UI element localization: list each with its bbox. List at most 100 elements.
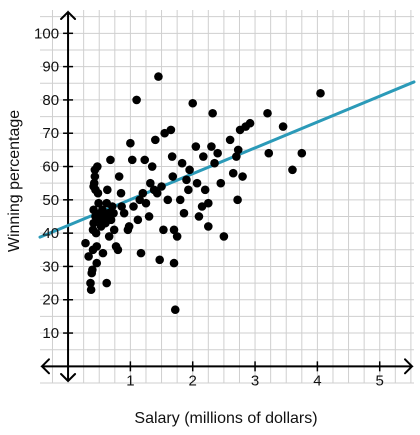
data-point bbox=[127, 155, 137, 165]
data-point bbox=[133, 215, 143, 225]
tick-labels: 1 2 3 4 5 10 20 30 40 50 60 70 80 90 100 bbox=[34, 25, 384, 389]
y-tick-label: 80 bbox=[42, 92, 59, 109]
data-point bbox=[140, 155, 150, 165]
y-tick-label: 90 bbox=[42, 59, 59, 76]
x-tick-label: 3 bbox=[251, 372, 259, 389]
data-point bbox=[233, 145, 243, 155]
data-point bbox=[169, 225, 179, 235]
data-point bbox=[199, 152, 208, 161]
data-point bbox=[154, 72, 163, 81]
y-tick-label: 60 bbox=[42, 159, 59, 176]
x-tick-label: 4 bbox=[313, 372, 321, 389]
y-tick-label: 20 bbox=[42, 292, 59, 309]
data-point bbox=[228, 168, 238, 178]
x-axis-right-arrow bbox=[404, 358, 414, 375]
data-point bbox=[163, 195, 173, 205]
data-point bbox=[316, 88, 325, 98]
data-point bbox=[129, 202, 138, 211]
data-point bbox=[170, 305, 180, 315]
x-tick-label: 2 bbox=[189, 372, 197, 389]
data-point bbox=[191, 142, 201, 151]
data-point bbox=[141, 198, 151, 208]
data-point bbox=[200, 185, 210, 195]
data-point bbox=[108, 202, 117, 211]
data-point bbox=[219, 232, 229, 241]
data-point bbox=[90, 172, 100, 181]
data-point bbox=[117, 202, 126, 211]
data-point bbox=[167, 152, 177, 161]
data-point bbox=[192, 178, 202, 188]
data-point bbox=[208, 108, 217, 118]
data-point bbox=[103, 185, 112, 195]
data-point bbox=[213, 148, 222, 158]
y-tick-label: 70 bbox=[42, 125, 59, 142]
data-point bbox=[232, 152, 241, 161]
data-point bbox=[169, 258, 179, 268]
data-point bbox=[119, 208, 129, 218]
data-point bbox=[126, 138, 135, 148]
data-point bbox=[204, 222, 213, 231]
x-tick-label: 1 bbox=[126, 372, 134, 389]
data-point bbox=[188, 98, 198, 108]
data-points bbox=[81, 72, 325, 315]
data-point bbox=[152, 188, 162, 198]
data-point bbox=[207, 142, 216, 151]
data-point bbox=[106, 215, 116, 225]
data-point bbox=[93, 188, 103, 198]
data-point bbox=[147, 162, 157, 171]
data-point bbox=[184, 185, 193, 195]
data-point bbox=[132, 95, 141, 105]
y-tick-label: 10 bbox=[42, 325, 59, 342]
data-point bbox=[182, 175, 191, 185]
data-point bbox=[204, 198, 213, 208]
data-point bbox=[216, 178, 226, 188]
data-point bbox=[138, 188, 148, 198]
data-point bbox=[88, 265, 97, 275]
data-point bbox=[155, 255, 164, 265]
data-point bbox=[91, 228, 101, 238]
data-point bbox=[86, 278, 95, 288]
y-tick-label: 50 bbox=[42, 192, 59, 209]
data-point bbox=[245, 118, 255, 128]
data-point bbox=[113, 245, 123, 255]
data-point bbox=[288, 165, 297, 175]
data-point bbox=[168, 172, 178, 181]
x-axis-title: Salary (millions of dollars) bbox=[134, 410, 317, 427]
data-point bbox=[86, 285, 96, 295]
axes bbox=[40, 10, 414, 383]
data-point bbox=[159, 225, 168, 235]
data-point bbox=[98, 248, 108, 258]
data-point bbox=[144, 212, 154, 221]
data-point bbox=[233, 195, 242, 205]
data-point bbox=[116, 188, 126, 198]
data-point bbox=[109, 208, 118, 218]
data-point bbox=[166, 125, 176, 135]
data-point bbox=[114, 172, 124, 181]
data-point bbox=[157, 182, 166, 191]
y-tick-label: 40 bbox=[42, 225, 59, 242]
data-point bbox=[263, 108, 272, 118]
y-axis-title: Winning percentage bbox=[6, 110, 23, 252]
data-point bbox=[264, 148, 274, 158]
data-point bbox=[92, 258, 102, 268]
data-point bbox=[89, 178, 99, 188]
data-point bbox=[94, 198, 103, 208]
data-point bbox=[177, 158, 187, 168]
data-point bbox=[185, 165, 194, 175]
data-point bbox=[106, 155, 115, 165]
data-point bbox=[124, 222, 134, 231]
data-point bbox=[109, 225, 119, 235]
x-axis-left-arrow bbox=[40, 358, 50, 375]
data-point bbox=[104, 232, 114, 241]
data-point bbox=[93, 162, 102, 171]
y-tick-label: 100 bbox=[34, 25, 59, 42]
y-axis-top-arrow bbox=[60, 10, 77, 20]
data-point bbox=[194, 212, 204, 221]
data-point bbox=[84, 252, 93, 261]
data-point bbox=[297, 148, 307, 158]
x-tick-label: 5 bbox=[376, 372, 384, 389]
data-point bbox=[179, 208, 189, 218]
data-point bbox=[175, 195, 185, 205]
y-axis-bottom-arrow bbox=[60, 373, 77, 383]
